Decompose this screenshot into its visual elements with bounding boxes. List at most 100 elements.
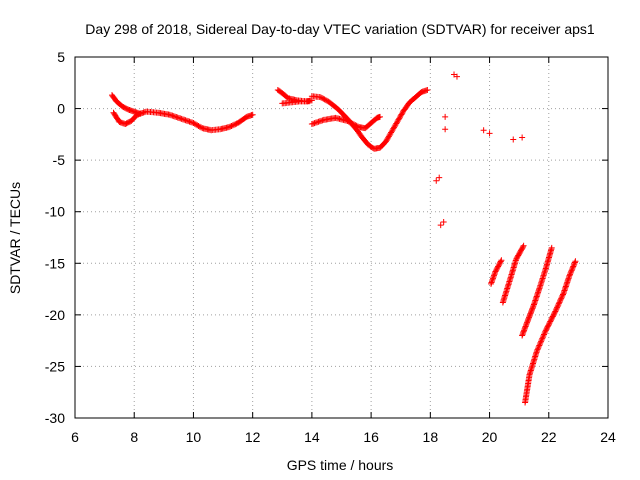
data-point bbox=[569, 264, 576, 271]
data-point bbox=[495, 263, 502, 270]
data-point bbox=[535, 345, 542, 352]
data-point bbox=[551, 311, 558, 318]
data-point bbox=[249, 111, 256, 118]
data-point bbox=[543, 326, 550, 333]
data-point bbox=[190, 120, 197, 127]
x-tick-label: 8 bbox=[130, 429, 138, 445]
data-point bbox=[382, 138, 389, 145]
data-point bbox=[547, 317, 554, 324]
data-point bbox=[388, 129, 395, 136]
data-point bbox=[305, 98, 312, 105]
axis-tick-labels: 6 8 10 12 14 16 18 20 22 24 5 0 -5 -10 -15 -20 -25 -30 bbox=[45, 49, 616, 445]
data-point bbox=[571, 259, 578, 266]
x-axis-label: GPS time / hours bbox=[287, 457, 394, 473]
data-point bbox=[545, 322, 552, 329]
data-point bbox=[549, 314, 556, 321]
data-point bbox=[227, 123, 234, 130]
data-point bbox=[510, 136, 517, 143]
data-point bbox=[388, 128, 395, 135]
data-point bbox=[555, 301, 562, 308]
data-point bbox=[347, 119, 354, 126]
data-point bbox=[539, 334, 546, 341]
data-point bbox=[568, 267, 575, 274]
data-point bbox=[535, 343, 542, 350]
data-point bbox=[385, 133, 392, 140]
data-point bbox=[541, 330, 548, 337]
data-point bbox=[386, 132, 393, 139]
data-point bbox=[545, 321, 552, 328]
data-point bbox=[544, 323, 551, 330]
data-point bbox=[567, 270, 574, 277]
data-point bbox=[559, 291, 566, 298]
data-point bbox=[497, 259, 504, 266]
data-point bbox=[572, 258, 579, 265]
x-tick-label: 14 bbox=[304, 429, 320, 445]
data-point bbox=[440, 219, 447, 226]
data-point bbox=[540, 332, 547, 339]
y-tick-label: 0 bbox=[57, 101, 65, 117]
data-point bbox=[442, 113, 449, 120]
data-point bbox=[554, 304, 561, 311]
data-point bbox=[453, 73, 460, 80]
data-point bbox=[385, 134, 392, 141]
data-point bbox=[322, 97, 329, 104]
data-point bbox=[396, 115, 403, 122]
data-point bbox=[391, 123, 398, 130]
data-point bbox=[558, 295, 565, 302]
data-point bbox=[231, 121, 238, 128]
data-point bbox=[486, 130, 493, 137]
series-isolated bbox=[433, 71, 526, 229]
y-tick-label: 5 bbox=[57, 49, 65, 65]
data-point bbox=[436, 174, 443, 181]
data-point bbox=[353, 122, 360, 129]
data-point bbox=[194, 122, 201, 129]
data-point bbox=[520, 242, 527, 249]
chart-title: Day 298 of 2018, Sidereal Day-to-day VTE… bbox=[85, 21, 595, 37]
data-point bbox=[480, 127, 487, 134]
data-point bbox=[570, 263, 577, 270]
data-point bbox=[492, 268, 499, 275]
data-point bbox=[320, 95, 327, 102]
data-point bbox=[548, 244, 555, 251]
data-point bbox=[498, 257, 505, 264]
data-point bbox=[558, 294, 565, 301]
data-point bbox=[569, 266, 576, 273]
data-point bbox=[396, 114, 403, 121]
data-point bbox=[195, 122, 202, 129]
data-point bbox=[191, 120, 198, 127]
data-point bbox=[321, 96, 328, 103]
data-point bbox=[494, 264, 501, 271]
data-point bbox=[497, 258, 504, 265]
data-point bbox=[551, 309, 558, 316]
data-point bbox=[424, 87, 431, 94]
series-arc-8 bbox=[499, 242, 527, 306]
data-point bbox=[345, 118, 352, 125]
data-point bbox=[552, 307, 559, 314]
data-point bbox=[542, 328, 549, 335]
series-arc-2 bbox=[110, 108, 256, 134]
data-point bbox=[553, 305, 560, 312]
axis-ticks bbox=[74, 56, 609, 419]
data-point bbox=[536, 342, 543, 349]
data-point bbox=[399, 110, 406, 117]
data-point bbox=[544, 324, 551, 331]
data-point bbox=[351, 121, 358, 128]
data-point bbox=[437, 222, 444, 229]
data-point bbox=[228, 122, 235, 129]
data-point bbox=[229, 122, 236, 129]
x-tick-label: 16 bbox=[363, 429, 379, 445]
data-point bbox=[549, 313, 556, 320]
data-point bbox=[384, 135, 391, 142]
data-point bbox=[533, 347, 540, 354]
data-point bbox=[566, 272, 573, 279]
data-point bbox=[555, 300, 562, 307]
data-point bbox=[225, 124, 232, 131]
data-point bbox=[554, 303, 561, 310]
data-point bbox=[376, 113, 383, 120]
series-arc-10 bbox=[522, 258, 579, 406]
data-point bbox=[352, 122, 359, 129]
y-tick-label: -5 bbox=[53, 152, 66, 168]
data-point bbox=[567, 271, 574, 278]
data-point bbox=[493, 266, 500, 273]
